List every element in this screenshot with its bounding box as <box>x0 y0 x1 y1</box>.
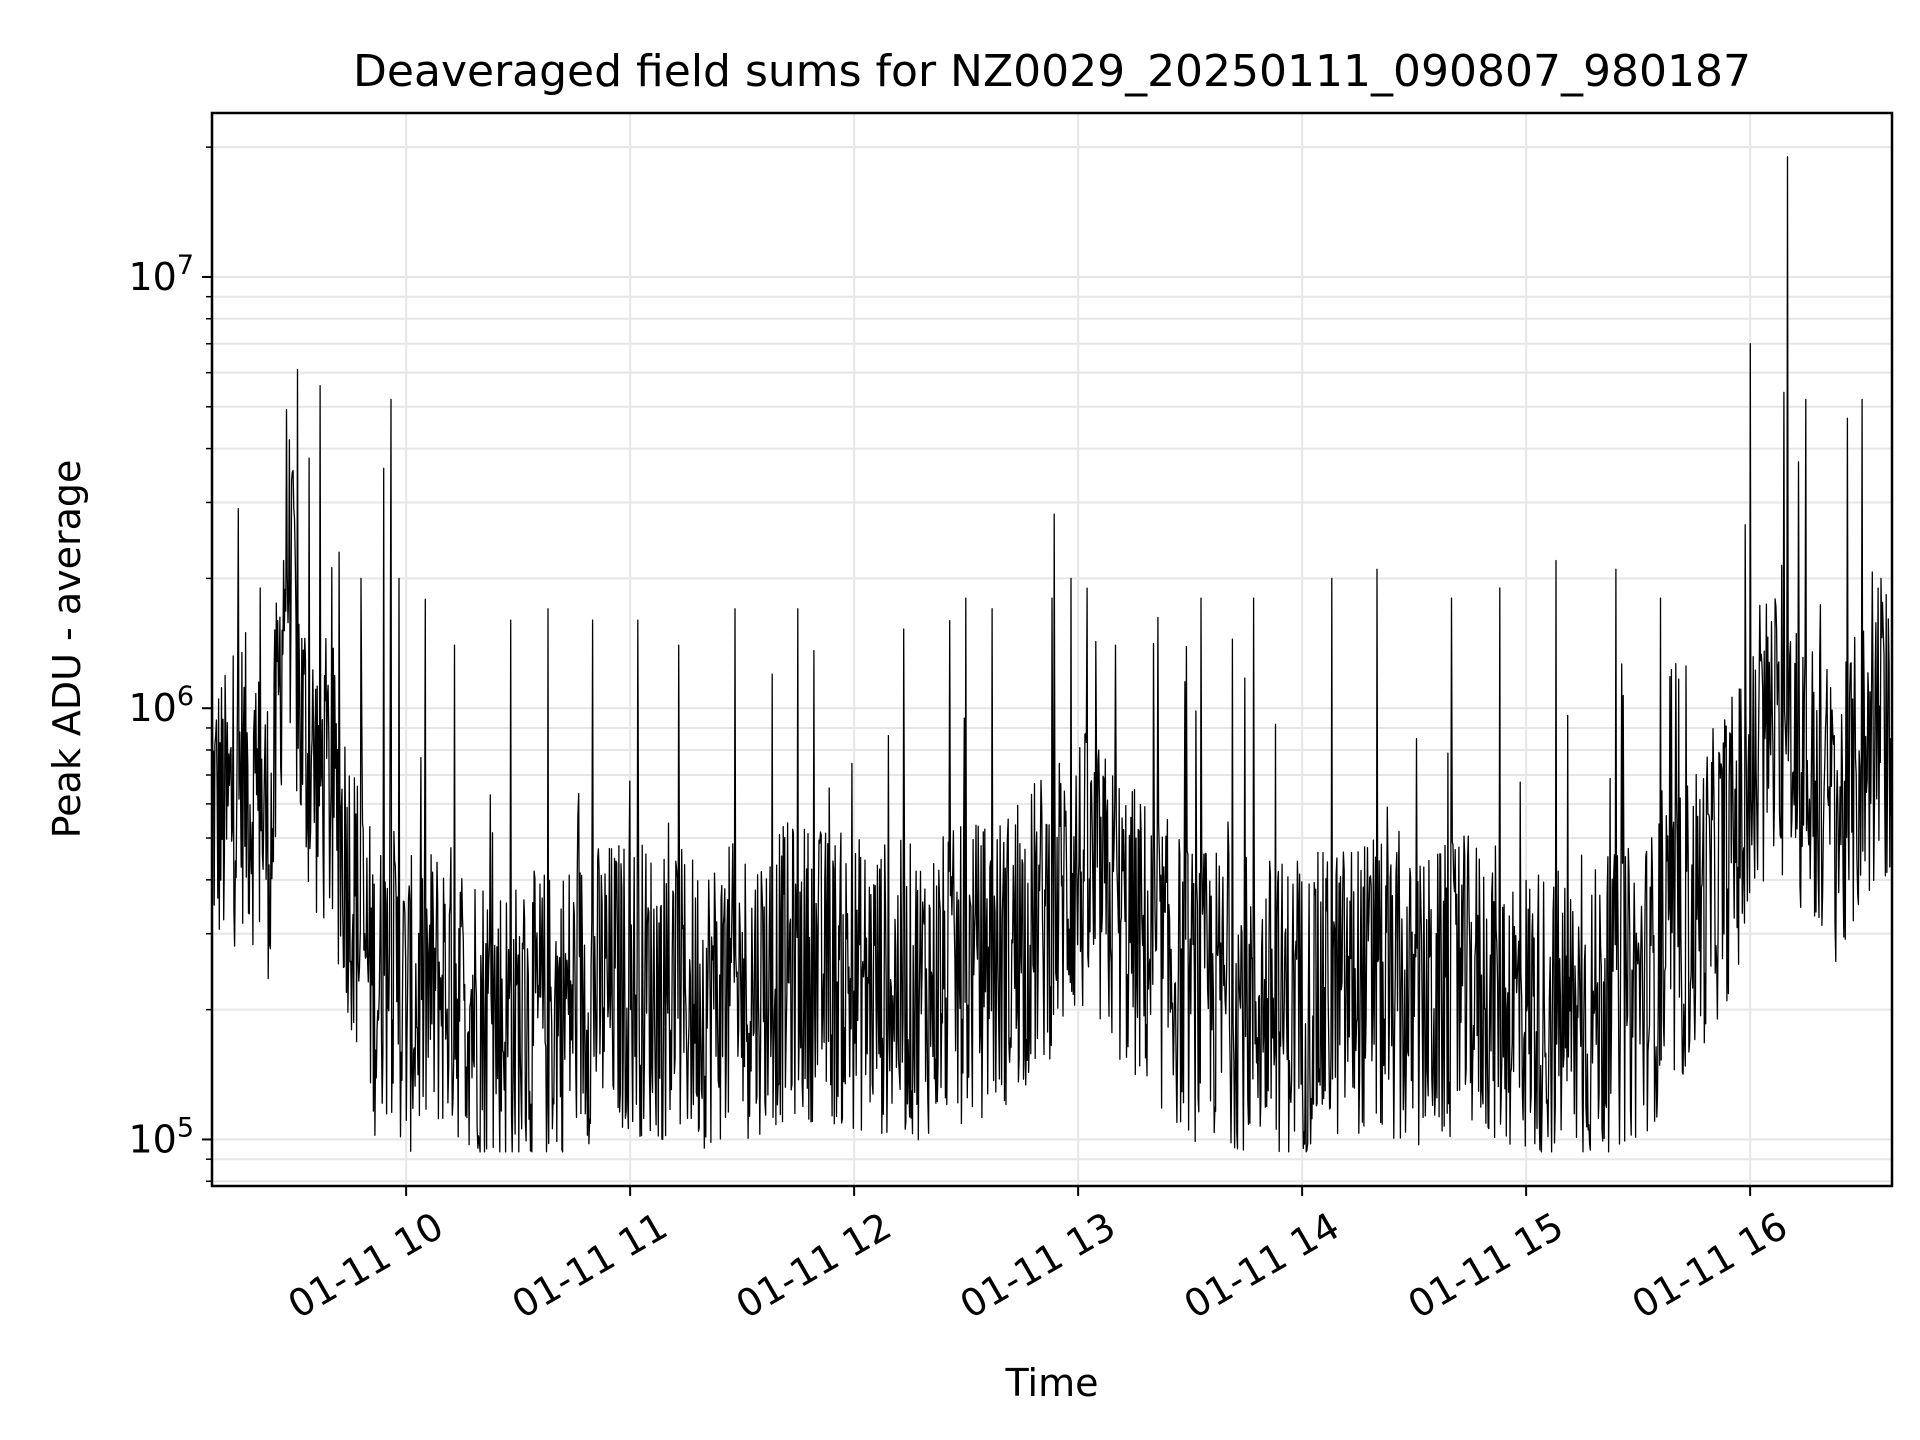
y-tick-base: 10 <box>128 686 176 730</box>
y-tick-base: 10 <box>128 1117 176 1161</box>
y-tick-label: 106 <box>128 681 194 730</box>
y-tick-exponent: 5 <box>177 1112 194 1143</box>
series-line <box>211 156 1893 1153</box>
y-tick-label: 107 <box>128 250 194 299</box>
y-tick-exponent: 6 <box>177 681 194 712</box>
y-tick-exponent: 7 <box>177 250 194 281</box>
plot-frame <box>210 111 1894 1188</box>
y-tick-label: 105 <box>128 1112 194 1161</box>
x-axis-label: Time <box>1005 1361 1099 1405</box>
data-layer <box>211 156 1893 1153</box>
chart-title: Deaveraged field sums for NZ0029_2025011… <box>353 46 1751 97</box>
y-tick-base: 10 <box>128 255 176 299</box>
y-axis-label: Peak ADU - average <box>45 460 89 839</box>
